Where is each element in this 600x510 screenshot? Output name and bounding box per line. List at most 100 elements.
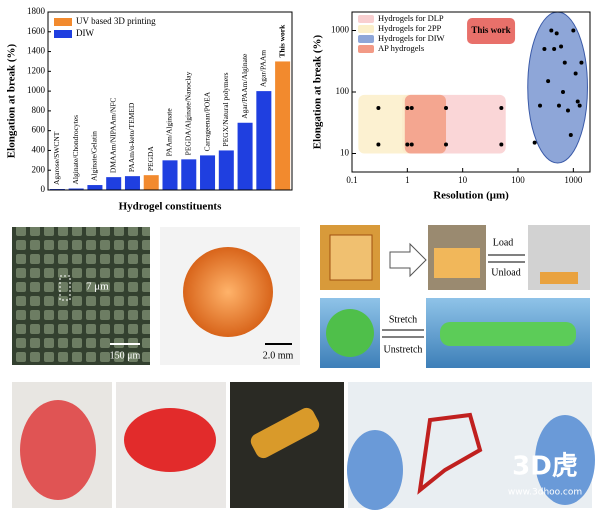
printed-line bbox=[417, 412, 483, 495]
bar bbox=[106, 177, 122, 190]
legend-label: DIW bbox=[76, 28, 94, 38]
annotation-box bbox=[467, 18, 516, 44]
scale-label: 150 μm bbox=[110, 350, 141, 361]
point bbox=[532, 140, 537, 145]
category-label: This work bbox=[277, 24, 286, 58]
category-label: Agar/PAAm/Alginate bbox=[240, 53, 249, 119]
x-axis-label: Resolution (μm) bbox=[433, 190, 509, 202]
y-tick-label: 200 bbox=[32, 164, 46, 174]
legend-swatch bbox=[358, 15, 374, 23]
point bbox=[409, 142, 414, 147]
point bbox=[559, 44, 564, 49]
y-tick-label: 1600 bbox=[27, 26, 46, 36]
point bbox=[499, 105, 504, 110]
category-label: Carrageenan/POEA bbox=[202, 91, 211, 151]
point bbox=[444, 105, 449, 110]
x-tick-label: 0.1 bbox=[346, 175, 357, 185]
legend-label: AP hydrogels bbox=[378, 43, 424, 53]
lattice bbox=[183, 247, 273, 337]
bar bbox=[275, 61, 291, 190]
point bbox=[575, 99, 580, 104]
mesh bbox=[326, 309, 374, 357]
legend-swatch bbox=[54, 30, 72, 38]
plot-frame bbox=[351, 11, 591, 173]
category-label: PAAm/Alginate bbox=[165, 108, 174, 157]
point bbox=[568, 132, 573, 137]
point bbox=[405, 105, 410, 110]
y-axis-label: Elongation at break (%) bbox=[312, 34, 324, 149]
watermark-logo: 3D虎 bbox=[512, 452, 578, 482]
bar bbox=[143, 175, 159, 190]
point bbox=[571, 28, 576, 33]
point bbox=[556, 103, 561, 108]
y-tick-label: 1400 bbox=[27, 46, 46, 56]
point bbox=[405, 142, 410, 147]
point bbox=[409, 105, 414, 110]
category-label: PAAm/α-keto/TEMED bbox=[127, 102, 136, 172]
point bbox=[554, 31, 559, 36]
category-label: Alginate/Chondrocytes bbox=[71, 115, 80, 185]
point bbox=[376, 142, 381, 147]
bar bbox=[181, 159, 197, 190]
point bbox=[444, 142, 449, 147]
point bbox=[549, 28, 554, 33]
legend-swatch bbox=[358, 45, 374, 53]
legend-swatch bbox=[358, 25, 374, 33]
point bbox=[499, 142, 504, 147]
y-tick-label: 0 bbox=[41, 184, 46, 194]
bar bbox=[200, 155, 216, 190]
y-tick-label: 1800 bbox=[27, 6, 46, 16]
x-tick-label: 1000 bbox=[564, 175, 583, 185]
mesh bbox=[440, 322, 576, 346]
bar bbox=[162, 160, 178, 190]
category-label: PEGX/Natural polymers bbox=[221, 72, 230, 146]
y-tick-label: 10 bbox=[340, 148, 350, 158]
stretch-label: Stretch bbox=[389, 314, 417, 325]
arrow bbox=[389, 242, 427, 278]
micro-label: 7 μm bbox=[86, 281, 109, 293]
bar bbox=[87, 185, 103, 190]
legend-label: Hydrogels for DIW bbox=[378, 33, 445, 43]
lattice bbox=[329, 234, 373, 281]
sample bbox=[20, 400, 96, 500]
y-tick-label: 800 bbox=[32, 105, 46, 115]
category-label: Alginate/Gelatin bbox=[90, 131, 99, 181]
unload-label: Unload bbox=[491, 267, 520, 278]
load-label: Load bbox=[493, 237, 514, 248]
point bbox=[560, 90, 565, 94]
category-label: PEGDA bbox=[146, 146, 155, 172]
bar bbox=[68, 188, 84, 190]
point bbox=[546, 79, 551, 84]
legend-label: UV based 3D printing bbox=[76, 16, 156, 26]
point bbox=[376, 105, 381, 110]
bar bbox=[256, 91, 272, 190]
category-label: PEGDA/Alginate/Nanoclay bbox=[183, 71, 192, 155]
glove bbox=[347, 430, 403, 510]
highlight bbox=[59, 275, 71, 301]
point bbox=[562, 60, 567, 65]
y-tick-label: 100 bbox=[336, 86, 350, 96]
watermark-url: www.3dhoo.com bbox=[508, 488, 582, 498]
point bbox=[542, 47, 547, 52]
y-tick-label: 1000 bbox=[27, 85, 46, 95]
point bbox=[552, 47, 557, 52]
bar bbox=[237, 122, 253, 190]
point bbox=[579, 60, 584, 65]
plot-frame bbox=[47, 11, 293, 191]
bar bbox=[218, 150, 234, 190]
lattice bbox=[540, 272, 578, 284]
point bbox=[538, 103, 543, 108]
y-axis-label: Elongation at break (%) bbox=[6, 43, 18, 158]
category-label: Agar/PAAm bbox=[259, 50, 268, 87]
region bbox=[404, 94, 447, 154]
sample bbox=[250, 407, 320, 459]
y-tick-label: 400 bbox=[32, 145, 46, 155]
lattice bbox=[434, 248, 480, 278]
legend-swatch bbox=[54, 18, 72, 26]
unstretch-label: Unstretch bbox=[384, 344, 423, 355]
point bbox=[565, 108, 570, 113]
category-label: Agarose/SWCNT bbox=[52, 131, 61, 185]
category-label: DMAAm/NIPAAm/NFC bbox=[108, 98, 117, 174]
